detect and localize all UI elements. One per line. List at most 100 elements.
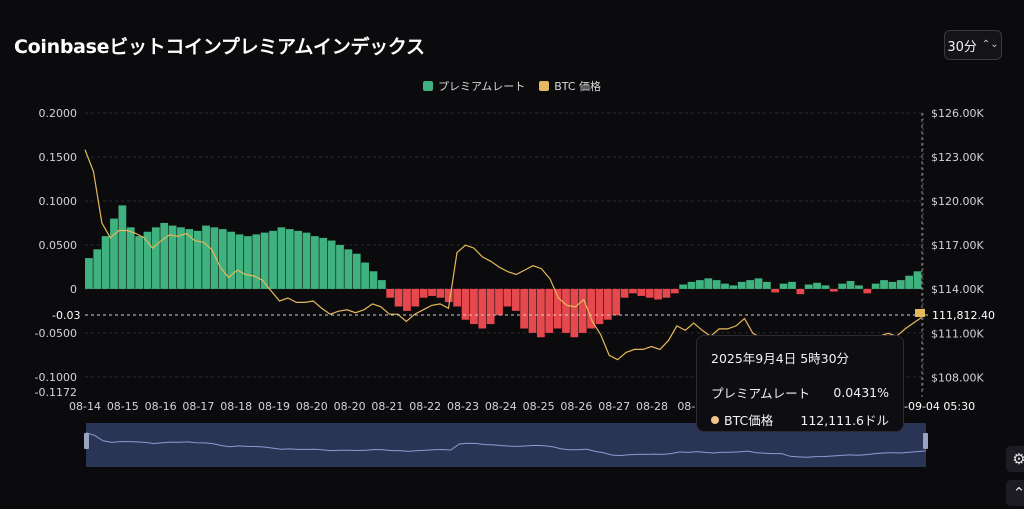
premium-bar: [670, 288, 679, 294]
x-tick-label: 08-16: [145, 400, 177, 413]
tooltip-price-label: BTC価格: [724, 413, 774, 428]
premium-bar: [177, 227, 185, 289]
premium-bar: [829, 288, 838, 292]
premium-bar: [110, 218, 118, 289]
legend-item-premium[interactable]: プレミアムレート: [422, 78, 525, 94]
y-right-tick-label: $126.00K: [931, 107, 984, 120]
premium-bar: [310, 236, 319, 289]
premium-bar: [545, 288, 554, 333]
premium-bar: [151, 227, 160, 289]
crosshair-right-label: 111,812.40: [932, 309, 995, 322]
premium-bar: [403, 288, 411, 311]
legend-label-btc: BTC 価格: [554, 80, 602, 93]
settings-gear-icon[interactable]: ⚙: [1006, 446, 1024, 472]
crosshair-right-box: [928, 305, 990, 325]
premium-bar: [712, 280, 721, 289]
x-tick-label: 08-22: [409, 400, 441, 413]
chart-legend: プレミアムレート BTC 価格: [0, 78, 1024, 94]
y-right-tick-label: $111.00K: [931, 327, 984, 340]
premium-bar: [135, 236, 143, 289]
premium-bar: [411, 288, 420, 307]
premium-bar: [603, 288, 612, 320]
premium-bar: [813, 282, 821, 289]
tooltip-price-value: 112,111.6ドル: [800, 413, 889, 428]
navigator-left-handle: [84, 433, 89, 449]
premium-bar: [319, 237, 328, 289]
crosshair-left-label: -0.03: [52, 309, 80, 322]
premium-bar: [553, 288, 562, 329]
premium-bar: [913, 271, 922, 289]
premium-bar: [796, 288, 805, 295]
premium-bar: [336, 244, 344, 289]
premium-bar: [235, 234, 244, 289]
premium-bar: [193, 230, 202, 289]
premium-bar: [210, 227, 219, 289]
premium-bar: [428, 288, 436, 296]
y-right-tick-label: $117.00K: [931, 239, 984, 252]
premium-bar: [612, 288, 621, 316]
premium-bar: [696, 280, 704, 289]
premium-bar: [729, 285, 738, 289]
premium-bar: [394, 288, 403, 307]
premium-bar: [461, 288, 470, 320]
premium-bar: [160, 222, 169, 289]
premium-bar: [126, 227, 135, 289]
premium-bar: [444, 288, 453, 303]
premium-bar: [168, 225, 177, 289]
page-title: Coinbaseビットコインプレミアムインデックス: [14, 36, 425, 58]
premium-bar: [101, 236, 110, 289]
premium-bar: [587, 288, 595, 329]
premium-bar: [294, 230, 303, 289]
premium-bar: [85, 258, 93, 289]
premium-bar: [629, 288, 637, 294]
premium-bar: [143, 231, 152, 289]
premium-bar: [377, 280, 386, 289]
premium-bar: [470, 288, 478, 325]
scroll-up-icon[interactable]: ⌃: [1006, 480, 1024, 506]
premium-bar: [302, 232, 311, 289]
premium-bar: [118, 205, 127, 289]
x-tick-label: 08-20: [334, 400, 366, 413]
premium-bar: [478, 288, 487, 329]
premium-bar: [495, 288, 503, 316]
crosshair-bottom-label: -09-04 05:30: [904, 400, 975, 413]
x-tick-label: 08-23: [447, 400, 479, 413]
y-left-tick-label: 0.2000: [39, 107, 78, 120]
premium-bar: [746, 280, 754, 289]
x-tick-label: 08-19: [258, 400, 290, 413]
x-tick-label: 08-24: [485, 400, 517, 413]
premium-bar: [804, 284, 813, 289]
tooltip-rate-value: 0.0431%: [833, 385, 889, 400]
premium-bar: [687, 281, 696, 289]
premium-bar: [662, 288, 671, 298]
y-right-tick-label: $120.00K: [931, 195, 984, 208]
premium-bar: [721, 283, 729, 289]
premium-bar: [821, 285, 830, 289]
y-right-tick-label: $123.00K: [931, 151, 984, 164]
legend-item-btc[interactable]: BTC 価格: [539, 78, 601, 94]
premium-bar: [838, 283, 847, 289]
y-left-tick-label: -0.1000: [35, 371, 77, 384]
tooltip-row-rate: プレミアムレート 0.0431%: [711, 383, 889, 402]
premium-bar: [654, 288, 662, 300]
premium-bar: [871, 283, 880, 289]
y-left-tick-label: 0.1500: [39, 151, 78, 164]
price-dot-icon: [711, 415, 719, 424]
x-tick-label: 08-21: [371, 400, 403, 413]
crosshair: -0.03 111,812.40 -09-04 05:30: [44, 113, 995, 415]
y-left-tick-label: -0.1172: [35, 386, 77, 399]
chart-tooltip: 2025年9月4日 5時30分 プレミアムレート 0.0431% BTC価格 1…: [696, 335, 904, 432]
premium-bar: [704, 278, 713, 289]
premium-bar: [754, 278, 763, 289]
premium-bar: [511, 288, 520, 311]
x-tick-label: 08-15: [107, 400, 139, 413]
premium-bar: [645, 288, 654, 298]
interval-select[interactable]: 30分 ⌃⌄: [944, 30, 1002, 60]
premium-bar: [779, 283, 788, 289]
x-tick-label: 08-27: [598, 400, 630, 413]
premium-bar: [269, 230, 277, 289]
y-right-tick-label: $114.00K: [931, 283, 984, 296]
y-axis-right: $126.00K $123.00K $120.00K $117.00K $114.00K…: [922, 107, 984, 392]
premium-bar: [503, 288, 512, 307]
